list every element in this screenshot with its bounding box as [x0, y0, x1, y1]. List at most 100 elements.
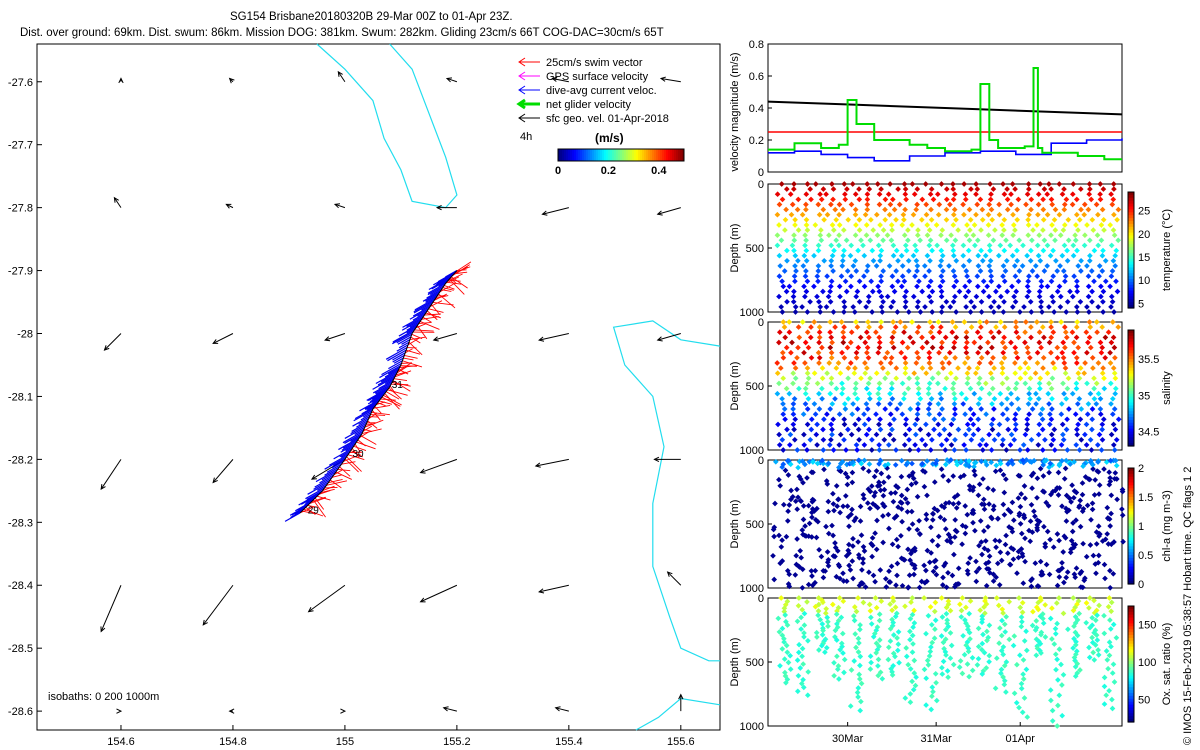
profile-point	[939, 582, 946, 588]
profile-point	[794, 506, 801, 513]
profile-point	[943, 584, 950, 591]
profile-point	[961, 211, 967, 218]
profile-point	[979, 436, 986, 443]
profile-point	[1011, 436, 1018, 443]
profile-point	[1058, 411, 1065, 418]
profile-point	[900, 395, 907, 402]
profile-point	[857, 503, 864, 510]
profile-point	[791, 181, 797, 187]
legend-arrowhead	[518, 71, 526, 81]
profile-point	[789, 339, 795, 346]
current-vector	[342, 439, 359, 449]
swim-vector	[324, 486, 338, 489]
profile-point	[1098, 349, 1105, 356]
geo-vector-head	[656, 210, 663, 216]
map-ytick-label: -28	[17, 329, 33, 341]
profile-point	[977, 268, 984, 274]
depth-ytick-label: 500	[746, 519, 764, 531]
profile-point	[937, 263, 944, 269]
map-ytick-label: -28.1	[8, 391, 33, 403]
profile-point	[771, 524, 778, 531]
profile-point	[803, 247, 810, 254]
profile-point	[1081, 201, 1088, 208]
profile-point	[1084, 304, 1090, 310]
profile-point	[1039, 406, 1046, 412]
profile-point	[1010, 232, 1016, 239]
profile-point	[800, 531, 806, 538]
profile-point	[780, 283, 787, 290]
profile-point	[1038, 344, 1044, 351]
profile-point	[841, 401, 848, 407]
profile-point	[820, 436, 827, 443]
profile-point	[878, 278, 885, 285]
profile-point	[794, 536, 800, 542]
profile-point	[1089, 354, 1096, 361]
profile-point	[964, 273, 970, 280]
profile-point	[1111, 309, 1117, 315]
profile-point	[964, 222, 970, 228]
profile-point	[903, 196, 909, 203]
profile-point	[784, 298, 790, 305]
profile-point	[964, 370, 971, 377]
legend-arrowhead	[518, 85, 526, 95]
depth-colorbar-cell	[1128, 330, 1134, 334]
current-vector	[358, 418, 369, 425]
profile-point	[975, 416, 982, 423]
profile-point	[1101, 385, 1108, 392]
map-ytick-label: -27.8	[8, 203, 33, 215]
profile-point	[785, 472, 792, 478]
profile-point	[1034, 319, 1040, 325]
profile-point	[877, 567, 884, 573]
swim-vector	[387, 389, 408, 396]
profile-point	[1051, 426, 1058, 433]
profile-point	[1039, 309, 1045, 315]
profile-point	[1095, 390, 1102, 397]
profile-point	[1010, 211, 1016, 218]
profile-point	[899, 380, 906, 387]
profile-point	[779, 558, 786, 564]
profile-point	[906, 572, 913, 579]
profile-point	[850, 263, 857, 269]
profile-point	[923, 370, 930, 377]
current-vector	[401, 318, 422, 331]
current-vector	[291, 506, 307, 516]
current-vector	[306, 490, 323, 501]
profile-point	[1069, 329, 1076, 336]
profile-point	[887, 360, 894, 366]
profile-point	[772, 458, 779, 465]
profile-point	[804, 309, 811, 315]
map-xtick-label: 155.2	[443, 736, 471, 748]
colorbar-cell	[596, 149, 599, 161]
profile-point	[1085, 339, 1091, 346]
profile-point	[1078, 206, 1084, 213]
profile-point	[987, 247, 993, 254]
geo-vector-shaft	[104, 333, 122, 351]
profile-point	[811, 370, 818, 377]
profile-point	[828, 201, 834, 208]
profile-point	[776, 339, 782, 346]
profile-point	[1110, 334, 1117, 341]
profile-point	[1074, 431, 1081, 438]
profile-point	[816, 360, 822, 366]
profile-point	[966, 257, 973, 264]
profile-point	[878, 304, 885, 310]
legend-entry: sfc geo. vel. 01-Apr-2018	[518, 113, 669, 125]
profile-point	[917, 237, 923, 244]
profile-point	[1078, 406, 1085, 412]
profile-point	[1099, 206, 1106, 213]
profile-point	[889, 395, 896, 402]
profile-point	[819, 385, 825, 392]
geo-velocity-vector	[118, 77, 124, 84]
profile-point	[1052, 237, 1058, 244]
profile-point	[800, 411, 807, 418]
profile-point	[1017, 375, 1024, 382]
profile-point	[914, 201, 920, 208]
profile-point	[951, 401, 958, 407]
profile-point	[1054, 288, 1061, 295]
profile-point	[961, 319, 968, 325]
profile-point	[1036, 339, 1043, 346]
depth-colorbar-cell	[1128, 338, 1134, 343]
profile-point	[999, 339, 1006, 346]
profile-point	[869, 288, 876, 295]
colorbar-cell	[626, 149, 629, 161]
